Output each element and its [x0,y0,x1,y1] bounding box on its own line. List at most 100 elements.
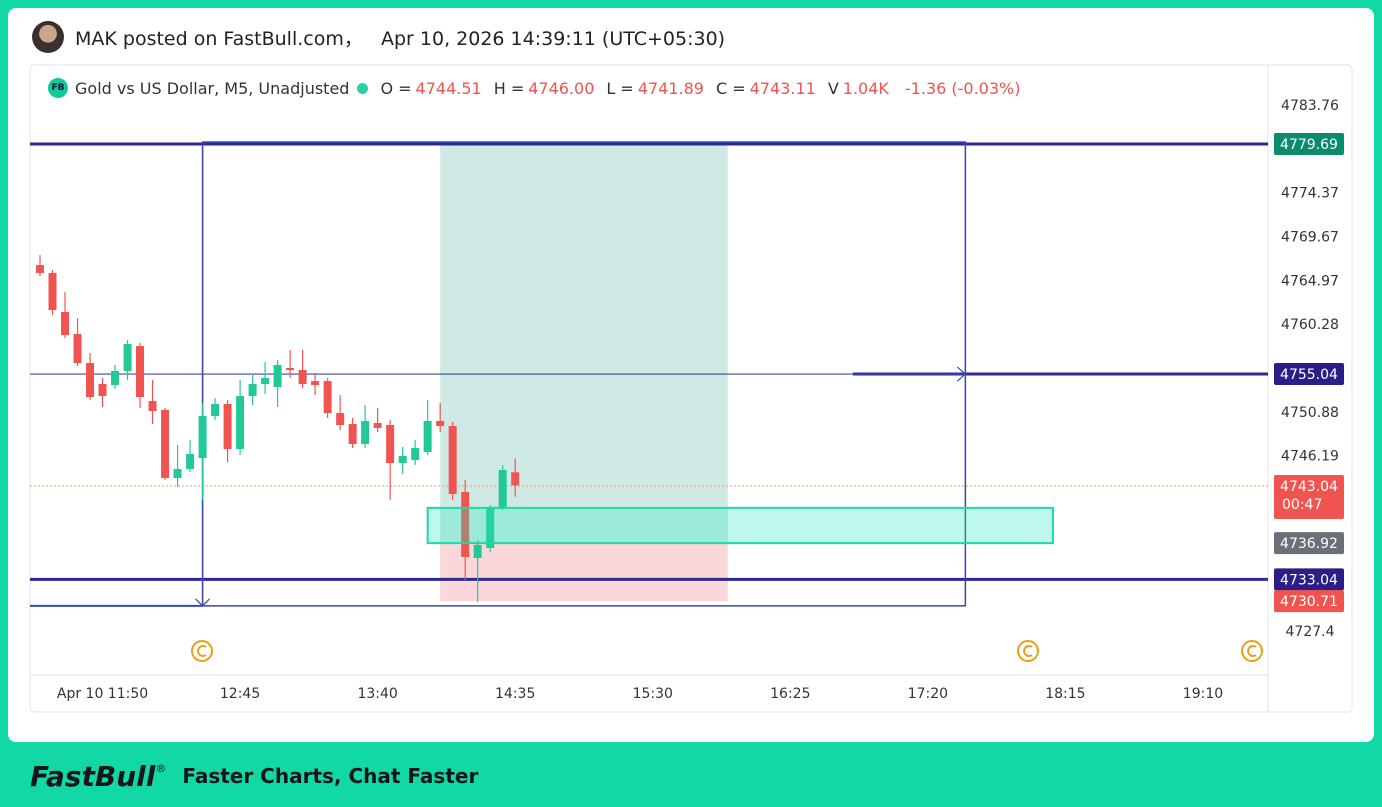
event-icon[interactable] [191,640,213,662]
post-header: MAK posted on FastBull.com， Apr 10, 2026… [75,24,725,51]
price-badge [1274,568,1344,591]
legend-value: 1.04K [842,78,889,98]
candle-body [236,395,245,449]
candle-body [173,469,182,479]
candle-body [111,370,120,385]
price-badge-label: 4743.04 [1280,479,1338,495]
avatar[interactable] [32,21,64,53]
candle-body [298,370,307,385]
event-icons [191,640,1263,662]
candle-body [348,423,357,445]
candle-body [498,469,507,508]
candle-body [361,420,370,445]
author[interactable]: MAK posted on FastBull.com， [75,28,363,50]
price-badge-label: 4779.69 [1280,137,1338,153]
x-tick-label: 14:35 [495,686,535,702]
event-icon[interactable] [1017,640,1039,662]
price-badge [1274,475,1344,520]
candle-body [411,448,420,460]
candle-body [123,343,132,371]
price-badge [1274,590,1344,613]
candle-body [248,384,257,396]
candle-body [273,364,282,388]
candle-body [86,363,95,398]
candle-body [423,420,432,452]
legend-value: 4741.89 [637,78,704,98]
legend-value: 4744.51 [415,78,482,98]
candle-body [336,413,345,425]
x-tick-label: 18:15 [1045,686,1085,702]
x-tick-label: 17:20 [908,686,948,702]
candle-body [223,404,232,449]
chart: 4783.76 4774.37 4769.67 4764.97 4760.28 4750.… [29,64,1353,713]
candle-body [198,416,207,459]
candle-body [398,455,407,463]
price-badge [1274,363,1344,386]
legend-label: V [827,78,839,98]
candle-body [136,346,145,398]
y-tick-label: 4750.88 [1281,405,1339,421]
x-tick-label: Apr 10 11:50 [57,686,148,702]
y-tick-label: 4746.19 [1281,449,1339,465]
legend-label: C = [715,78,746,98]
x-tick-label: 16:25 [770,686,810,702]
legend-label: O = [380,78,412,98]
countdown: 00:47 [1282,497,1322,513]
candle-body [461,492,470,557]
candle-body [473,545,482,558]
ohlc: O = 4744.51 H = 4746.00 L = 4741.89 C = 4743.11… [380,79,900,98]
target-zone [440,144,728,544]
y-tick-label: 4764.97 [1281,273,1339,289]
legend-value: 4743.11 [749,78,816,98]
symbol-icon: FB [48,78,68,98]
candle-body [311,381,320,385]
candle-body [48,272,57,311]
candle-body [373,423,382,428]
footer: FastBull® Faster Charts, Chat Faster [30,760,478,793]
legend-value: 4746.00 [528,78,595,98]
candle-body [73,334,82,364]
y-tick-label: 4769.67 [1281,230,1339,246]
candle-body [286,367,295,371]
candle-body [511,472,520,486]
right-arrow [30,366,967,382]
price-badge-label: 4736.92 [1280,536,1338,552]
price-badge-label: 4733.04 [1280,572,1338,588]
y-tick-label: 4760.28 [1281,317,1339,333]
legend-label: H = [493,78,525,98]
y-tick-label: 4783.76 [1281,98,1339,114]
x-tick-label: 12:45 [220,686,260,702]
candle-body [261,377,270,385]
candle-body [323,381,332,414]
candle-body [36,265,45,273]
change: -1.36 (-0.03%) [904,78,1021,98]
brand-mark: ® [155,762,167,775]
candle-body [98,384,107,396]
price-badge-label: 4755.04 [1280,367,1338,383]
candle-body [61,311,70,336]
y-tick-label: 4727.4 [1286,624,1335,640]
candle-body [211,404,220,417]
price-badge [1274,133,1344,156]
x-tick-label: 13:40 [357,686,397,702]
candle-body [186,454,195,470]
y-tick-label: 4774.37 [1281,186,1339,202]
candle-body [161,409,170,479]
stop-zone [440,543,728,602]
event-icon[interactable] [1241,640,1263,662]
chart-title: Gold vs US Dollar, M5, Unadjusted [75,78,350,98]
slogan: Faster Charts, Chat Faster [182,764,479,788]
chart-legend: FB Gold vs US Dollar, M5, Unadjusted O = 47… [48,78,1032,98]
candle-body [486,507,495,548]
zone-box [426,506,1054,545]
candle-body [148,401,157,412]
status-dot [357,82,369,94]
candle-body [448,426,457,494]
legend-label: L = [606,78,634,98]
x-tick-label: 15:30 [633,686,673,702]
candle-body [386,424,395,463]
x-tick-label: 19:10 [1183,686,1223,702]
price-badge [1274,532,1344,555]
timestamp: Apr 10, 2026 14:39:11 (UTC+05:30) [380,28,726,50]
